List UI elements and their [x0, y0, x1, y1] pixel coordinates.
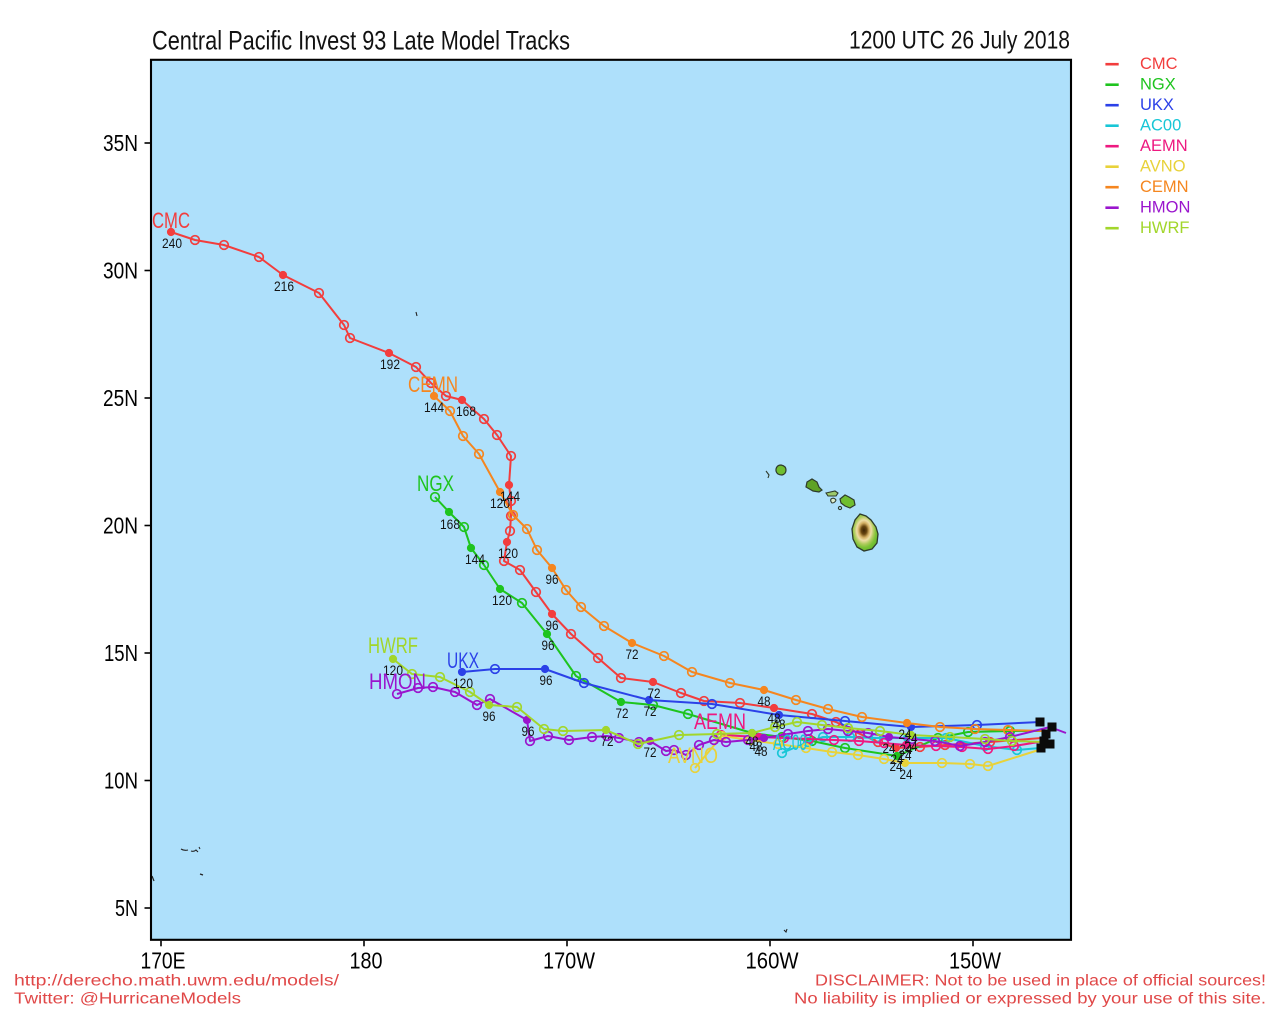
svg-text:240: 240 — [162, 236, 182, 251]
svg-text:NGX: NGX — [417, 471, 454, 496]
svg-text:AC00: AC00 — [773, 730, 807, 755]
svg-text:96: 96 — [546, 572, 559, 587]
svg-text:24: 24 — [900, 767, 913, 782]
svg-text:30N: 30N — [103, 258, 138, 284]
svg-text:UKX: UKX — [1140, 96, 1174, 114]
svg-text:24: 24 — [899, 727, 912, 742]
svg-text:15N: 15N — [104, 640, 138, 666]
svg-text:UKX: UKX — [447, 648, 479, 673]
svg-text:24: 24 — [899, 748, 912, 763]
svg-text:168: 168 — [456, 404, 476, 419]
svg-text:144: 144 — [424, 400, 444, 415]
svg-text:CMC: CMC — [1140, 55, 1178, 73]
svg-text:10N: 10N — [104, 768, 138, 794]
svg-text:72: 72 — [644, 745, 657, 760]
svg-text:180: 180 — [350, 948, 383, 974]
svg-text:96: 96 — [546, 618, 559, 633]
svg-text:24: 24 — [905, 739, 918, 754]
svg-text:CEMN: CEMN — [1140, 178, 1189, 196]
svg-text:150W: 150W — [949, 948, 1001, 974]
svg-text:48: 48 — [746, 734, 759, 749]
svg-text:120: 120 — [498, 546, 518, 561]
svg-text:48: 48 — [758, 694, 771, 709]
svg-text:Central Pacific Invest 93 Late: Central Pacific Invest 93 Late Model Tra… — [152, 26, 570, 56]
svg-text:AC00: AC00 — [1140, 116, 1181, 134]
svg-text:HWRF: HWRF — [1140, 219, 1189, 237]
svg-text:96: 96 — [522, 724, 535, 739]
svg-text:CEMN: CEMN — [408, 372, 458, 397]
svg-text:48: 48 — [773, 717, 786, 732]
svg-text:AEMN: AEMN — [1140, 137, 1188, 155]
svg-text:160W: 160W — [746, 948, 799, 974]
svg-text:72: 72 — [626, 647, 639, 662]
svg-text:120: 120 — [492, 593, 512, 608]
svg-text:170E: 170E — [141, 948, 186, 974]
svg-text:AEMN: AEMN — [694, 709, 746, 734]
svg-text:HWRF: HWRF — [368, 633, 418, 658]
svg-text:35N: 35N — [103, 130, 138, 156]
svg-text:168: 168 — [440, 517, 460, 532]
svg-text:DISCLAIMER: Not to be used in: DISCLAIMER: Not to be used in place of o… — [815, 973, 1266, 990]
svg-text:48: 48 — [768, 711, 781, 726]
svg-text:1200 UTC 26 July 2018: 1200 UTC 26 July 2018 — [849, 27, 1070, 55]
svg-text:144: 144 — [500, 489, 520, 504]
svg-text:96: 96 — [542, 638, 555, 653]
svg-text:96: 96 — [540, 673, 553, 688]
svg-text:CMC: CMC — [152, 208, 190, 233]
svg-text:72: 72 — [648, 686, 661, 701]
svg-text:HMON: HMON — [369, 669, 426, 694]
svg-text:No liability is implied or exp: No liability is implied or expressed by … — [794, 991, 1266, 1008]
svg-text:120: 120 — [383, 663, 403, 678]
svg-text:http://derecho.math.uwm.edu/mo: http://derecho.math.uwm.edu/models/ — [14, 973, 340, 990]
svg-text:72: 72 — [644, 704, 657, 719]
svg-text:25N: 25N — [103, 385, 138, 411]
svg-text:HMON: HMON — [1140, 198, 1190, 216]
svg-text:48: 48 — [750, 739, 763, 754]
svg-text:Twitter: @HurricaneModels: Twitter: @HurricaneModels — [14, 991, 241, 1008]
svg-text:24: 24 — [883, 741, 896, 756]
svg-text:24: 24 — [891, 752, 904, 767]
svg-text:48: 48 — [755, 744, 768, 759]
svg-text:24: 24 — [905, 731, 918, 746]
svg-text:NGX: NGX — [1140, 75, 1176, 93]
svg-text:72: 72 — [601, 734, 614, 749]
svg-text:96: 96 — [483, 709, 496, 724]
svg-text:120: 120 — [490, 496, 510, 511]
svg-text:216: 216 — [274, 279, 294, 294]
svg-text:170W: 170W — [543, 948, 595, 974]
svg-text:72: 72 — [616, 706, 629, 721]
svg-text:20N: 20N — [103, 513, 138, 539]
svg-text:24: 24 — [900, 742, 913, 757]
svg-text:192: 192 — [380, 357, 400, 372]
svg-text:120: 120 — [453, 676, 473, 691]
svg-text:AVNO: AVNO — [668, 743, 718, 768]
svg-text:5N: 5N — [115, 895, 138, 921]
svg-text:144: 144 — [465, 552, 485, 567]
svg-text:24: 24 — [890, 759, 903, 774]
svg-text:AVNO: AVNO — [1140, 157, 1186, 175]
